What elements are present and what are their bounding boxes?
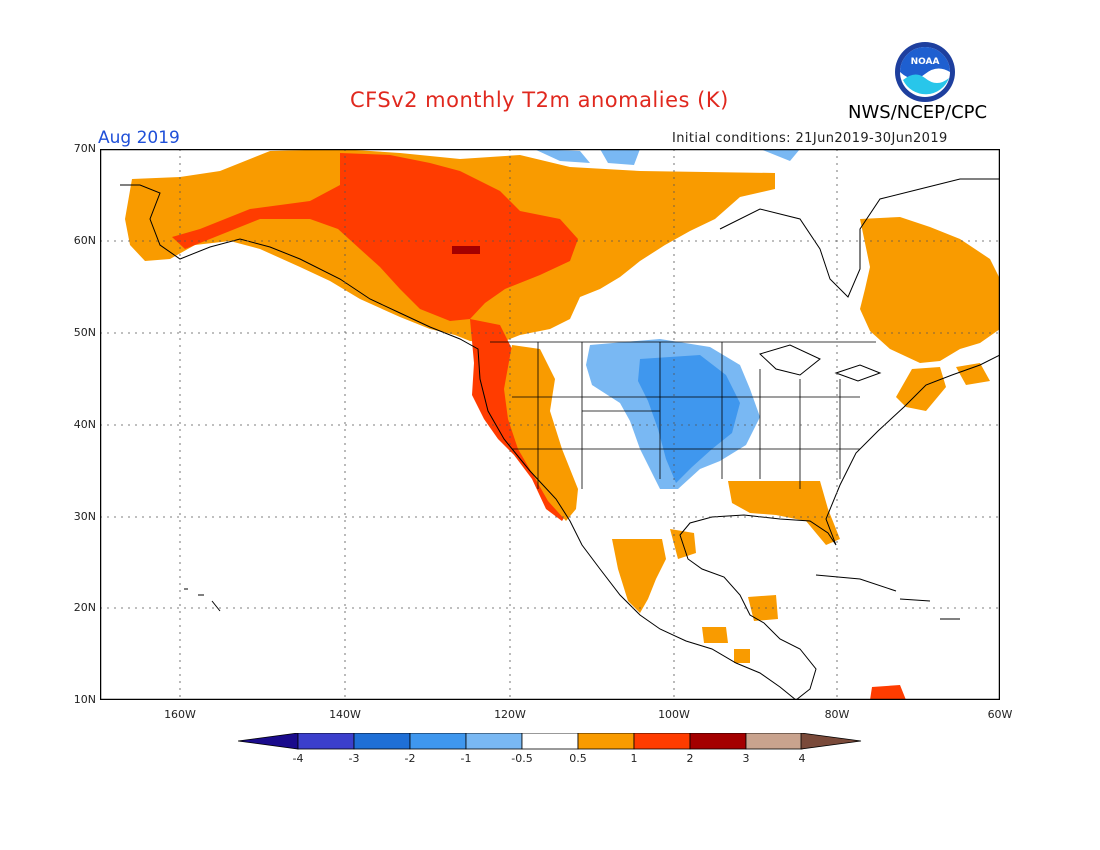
colorbar-cell: [689, 733, 747, 750]
colorbar-cell: [353, 733, 411, 750]
lon-label-80w: 80W: [824, 708, 850, 721]
colorbar-label: -3: [348, 752, 360, 765]
colorbar-cell: [521, 733, 579, 750]
anomaly-shading: [125, 149, 1000, 700]
logo-sea: [903, 74, 949, 95]
map-title: CFSv2 monthly T2m anomalies (K): [350, 88, 729, 112]
colorbar-label: 4: [798, 752, 806, 765]
warm-region-newengland: [896, 363, 990, 411]
initial-conditions: Initial conditions: 21Jun2019-30Jun2019: [672, 131, 948, 146]
agency-label: NWS/NCEP/CPC: [848, 102, 988, 123]
lon-label-140w: 140W: [329, 708, 361, 721]
lat-label-70: 70N: [73, 142, 96, 155]
colorbar-cell: [633, 733, 691, 750]
graticule: [100, 149, 1000, 700]
colorbar-label: -2: [404, 752, 416, 765]
map-frame: [100, 149, 1000, 700]
warm-region-yucatan: [748, 595, 778, 621]
lat-label-30: 30N: [73, 510, 96, 523]
lon-label-160w: 160W: [164, 708, 196, 721]
coastline-hudson: [719, 178, 1000, 298]
caribbean-islands: [815, 574, 960, 620]
lon-label-60w: 60W: [987, 708, 1013, 721]
colorbar-max-arrow: [800, 733, 862, 750]
warm-region-core: [172, 153, 578, 321]
warm-region-dark: [452, 246, 480, 254]
colorbar-cell: [745, 733, 803, 750]
lon-label-120w: 120W: [494, 708, 526, 721]
colorbar-label: -1: [460, 752, 472, 765]
warm-region-colombia: [870, 685, 906, 700]
coastline-gulf: [679, 354, 1000, 700]
colorbar-min-arrow: [238, 733, 299, 750]
anomaly-map: [100, 149, 1000, 700]
warm-region-southeast: [728, 481, 840, 545]
colorbar-label: 0.5: [569, 752, 587, 765]
forecast-period: Aug 2019: [98, 128, 180, 148]
lat-label-50: 50N: [73, 326, 96, 339]
logo-text: NOAA: [911, 57, 940, 67]
warm-region-northeast: [860, 217, 1000, 363]
colorbar-cell: [577, 733, 635, 750]
colorbar-label: 3: [742, 752, 750, 765]
colorbar-label: -4: [292, 752, 304, 765]
colorbar-cell: [297, 733, 355, 750]
warm-region-central-am: [702, 627, 750, 663]
colorbar-cell: [465, 733, 523, 750]
lat-label-20: 20N: [73, 601, 96, 614]
colorbar-label: 1: [630, 752, 638, 765]
hawaii-islands: [184, 588, 221, 612]
colorbar-label: 2: [686, 752, 694, 765]
state-lines: [490, 341, 876, 489]
noaa-logo: NOAA: [895, 42, 955, 102]
lat-label-60: 60N: [73, 234, 96, 247]
lon-label-100w: 100W: [658, 708, 690, 721]
colorbar-cells: [297, 733, 803, 750]
lat-label-10: 10N: [73, 693, 96, 706]
coastlines: [120, 178, 1000, 700]
coastline-pacific: [120, 184, 797, 700]
warm-region-mexico-west: [612, 539, 666, 613]
logo-sky: [900, 47, 950, 79]
coastline-greatlakes: [759, 344, 882, 382]
warm-region-southwest: [504, 345, 578, 521]
state-borders: [490, 341, 876, 489]
lat-label-40: 40N: [73, 418, 96, 431]
cool-region-arctic: [534, 149, 800, 165]
colorbar: [238, 733, 862, 750]
colorbar-label: -0.5: [511, 752, 533, 765]
cool-region-core: [638, 355, 740, 483]
colorbar-cell: [409, 733, 467, 750]
